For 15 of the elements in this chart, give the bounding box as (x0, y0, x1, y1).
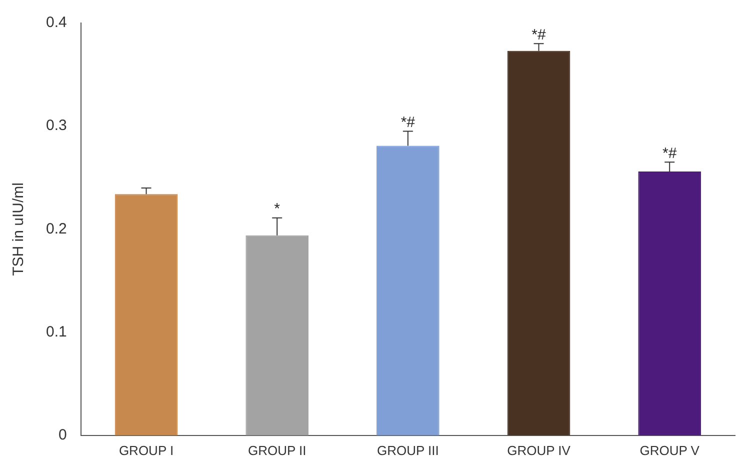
y-axis-title: TSH in uIU/ml (10, 182, 28, 276)
y-tick-label: 0 (58, 426, 67, 444)
x-tick-label: GROUP III (376, 442, 439, 458)
x-tick-label: GROUP I (118, 442, 174, 458)
x-tick-label: GROUP V (640, 442, 700, 458)
y-tick-label: 0.3 (46, 117, 67, 134)
annotation: * (274, 200, 280, 218)
y-tick-label: 0.2 (46, 220, 67, 238)
y-tick-label: 0.1 (46, 323, 67, 340)
x-tick-label: GROUP II (248, 442, 306, 458)
y-tick-label: 0.4 (46, 14, 67, 32)
annotation: *# (532, 26, 546, 44)
x-tick-label: GROUP IV (507, 442, 571, 458)
annotation: *# (400, 114, 416, 131)
annotation: *# (662, 144, 678, 162)
